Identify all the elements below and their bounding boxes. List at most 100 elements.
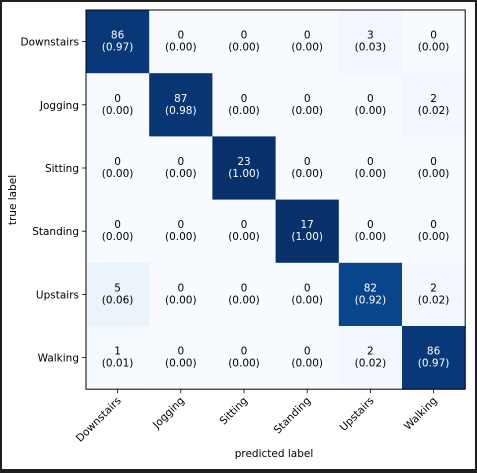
x-tick-label: Jogging [150,395,187,432]
cell-count-label: 0 [114,93,121,105]
cell-ratio-label: (0.00) [228,231,260,243]
y-axis-ticks: Downstairs Jogging Sitting Standing Upstairs… [21,37,86,365]
heatmap-cell [338,136,403,200]
cell-ratio-label: (1.00) [228,168,260,180]
cell-count-label: 0 [241,282,248,294]
cell-ratio-label: (0.02) [355,358,387,370]
y-tick-label: Downstairs [21,37,79,49]
heatmap-cell [149,262,213,327]
y-axis-label: true label [7,175,19,225]
cell-count-label: 87 [174,93,187,105]
heatmap-cell [402,199,466,264]
heatmap-cell [275,136,340,200]
cell-count-label: 82 [364,282,377,294]
cell-ratio-label: (0.98) [165,105,197,117]
cell-count-label: 0 [241,219,248,231]
cell-count-label: 0 [367,219,374,231]
cell-ratio-label: (0.02) [418,105,450,117]
cell-count-label: 86 [111,30,125,42]
cell-ratio-label: (0.00) [291,42,323,54]
cell-count-label: 0 [367,93,374,105]
cell-ratio-label: (0.00) [355,105,387,117]
cell-ratio-label: (0.00) [228,42,260,54]
cell-count-label: 5 [114,282,121,294]
cell-count-label: 0 [114,156,121,168]
cell-count-label: 0 [241,346,248,358]
heatmap-cell [149,73,213,137]
cell-ratio-label: (0.00) [102,231,134,243]
heatmap-cell [212,262,276,327]
cell-ratio-label: (0.00) [291,168,323,180]
cell-count-label: 0 [177,30,184,42]
heatmap-cell [86,326,150,390]
cell-ratio-label: (0.03) [355,42,387,54]
cell-count-label: 2 [367,346,374,358]
cell-ratio-label: (0.00) [291,105,323,117]
heatmap-cell [149,10,213,74]
confusion-matrix-chart: 86(0.97)0(0.00)0(0.00)0(0.00)3(0.03)0(0.… [7,9,466,460]
figure-canvas: 86 (0.97) 0 (0.00) 0 (0.00) 0 (0.00) 3 (0.03) 0 (0.… [2,2,475,469]
cell-ratio-label: (0.00) [228,105,260,117]
cell-ratio-label: (0.02) [418,294,450,306]
cell-ratio-label: (0.00) [291,294,323,306]
cell-count-label: 0 [241,30,248,42]
cell-count-label: 0 [304,346,311,358]
heatmap-cell [275,199,340,264]
heatmap-cell [212,73,276,137]
cell-ratio-label: (0.00) [355,168,387,180]
cell-count-label: 0 [430,219,437,231]
x-tick-label: Standing [272,395,314,437]
y-tick-label: Sitting [45,163,79,175]
heatmap-cell [212,326,276,390]
heatmap-cell [149,136,213,200]
y-tick-label: Walking [38,353,79,365]
cell-count-label: 0 [367,156,374,168]
cell-count-label: 0 [177,156,184,168]
heatmap-cell [402,10,466,74]
x-axis-label: predicted label [235,448,314,460]
cell-count-label: 17 [301,219,314,231]
cell-count-label: 0 [430,30,437,42]
cell-count-label: 2 [430,282,437,294]
heatmap-cell [86,262,150,327]
cell-ratio-label: (0.00) [165,168,197,180]
heatmap-cell [86,73,150,137]
heatmap-cell [275,73,340,137]
x-tick-label: Walking [402,395,440,433]
x-tick-label: Sitting [218,395,251,428]
x-tick-label: Downstairs [74,395,124,445]
y-tick-label: Upstairs [36,289,79,301]
cell-count-label: 0 [304,30,311,42]
cell-count-label: 0 [304,156,311,168]
cell-ratio-label: (0.97) [418,358,450,370]
cell-ratio-label: (0.00) [418,42,450,54]
cell-count-label: 0 [241,93,248,105]
cell-count-label: 0 [430,156,437,168]
heatmap-cell [402,262,466,327]
heatmap-cell [149,199,213,264]
y-tick-label: Standing [32,226,79,238]
heatmap-cell [212,136,276,200]
cell-count-label: 0 [177,282,184,294]
heatmap-cell [212,199,276,264]
cell-ratio-label: (0.00) [418,231,450,243]
heatmap-cell [402,73,466,137]
cell-ratio-label: (0.00) [102,168,134,180]
cell-ratio-label: (0.01) [102,358,134,370]
cell-count-label: 0 [177,346,184,358]
cell-labels: 86(0.97)0(0.00)0(0.00)0(0.00)3(0.03)0(0.… [102,30,450,370]
heatmap-cells [86,10,466,390]
cell-ratio-label: (0.00) [418,168,450,180]
heatmap-cell [86,136,150,200]
heatmap-cell [338,10,403,74]
heatmap-cell [275,326,340,390]
heatmap-cell [86,199,150,264]
x-tick-label: Upstairs [338,395,377,434]
cell-count-label: 23 [237,156,250,168]
cell-count-label: 2 [430,93,437,105]
heatmap-cell [86,10,150,74]
heatmap-cell [402,136,466,200]
cell-ratio-label: (0.00) [102,105,134,117]
cell-ratio-label: (0.00) [228,358,260,370]
cell-ratio-label: (1.00) [291,231,323,243]
